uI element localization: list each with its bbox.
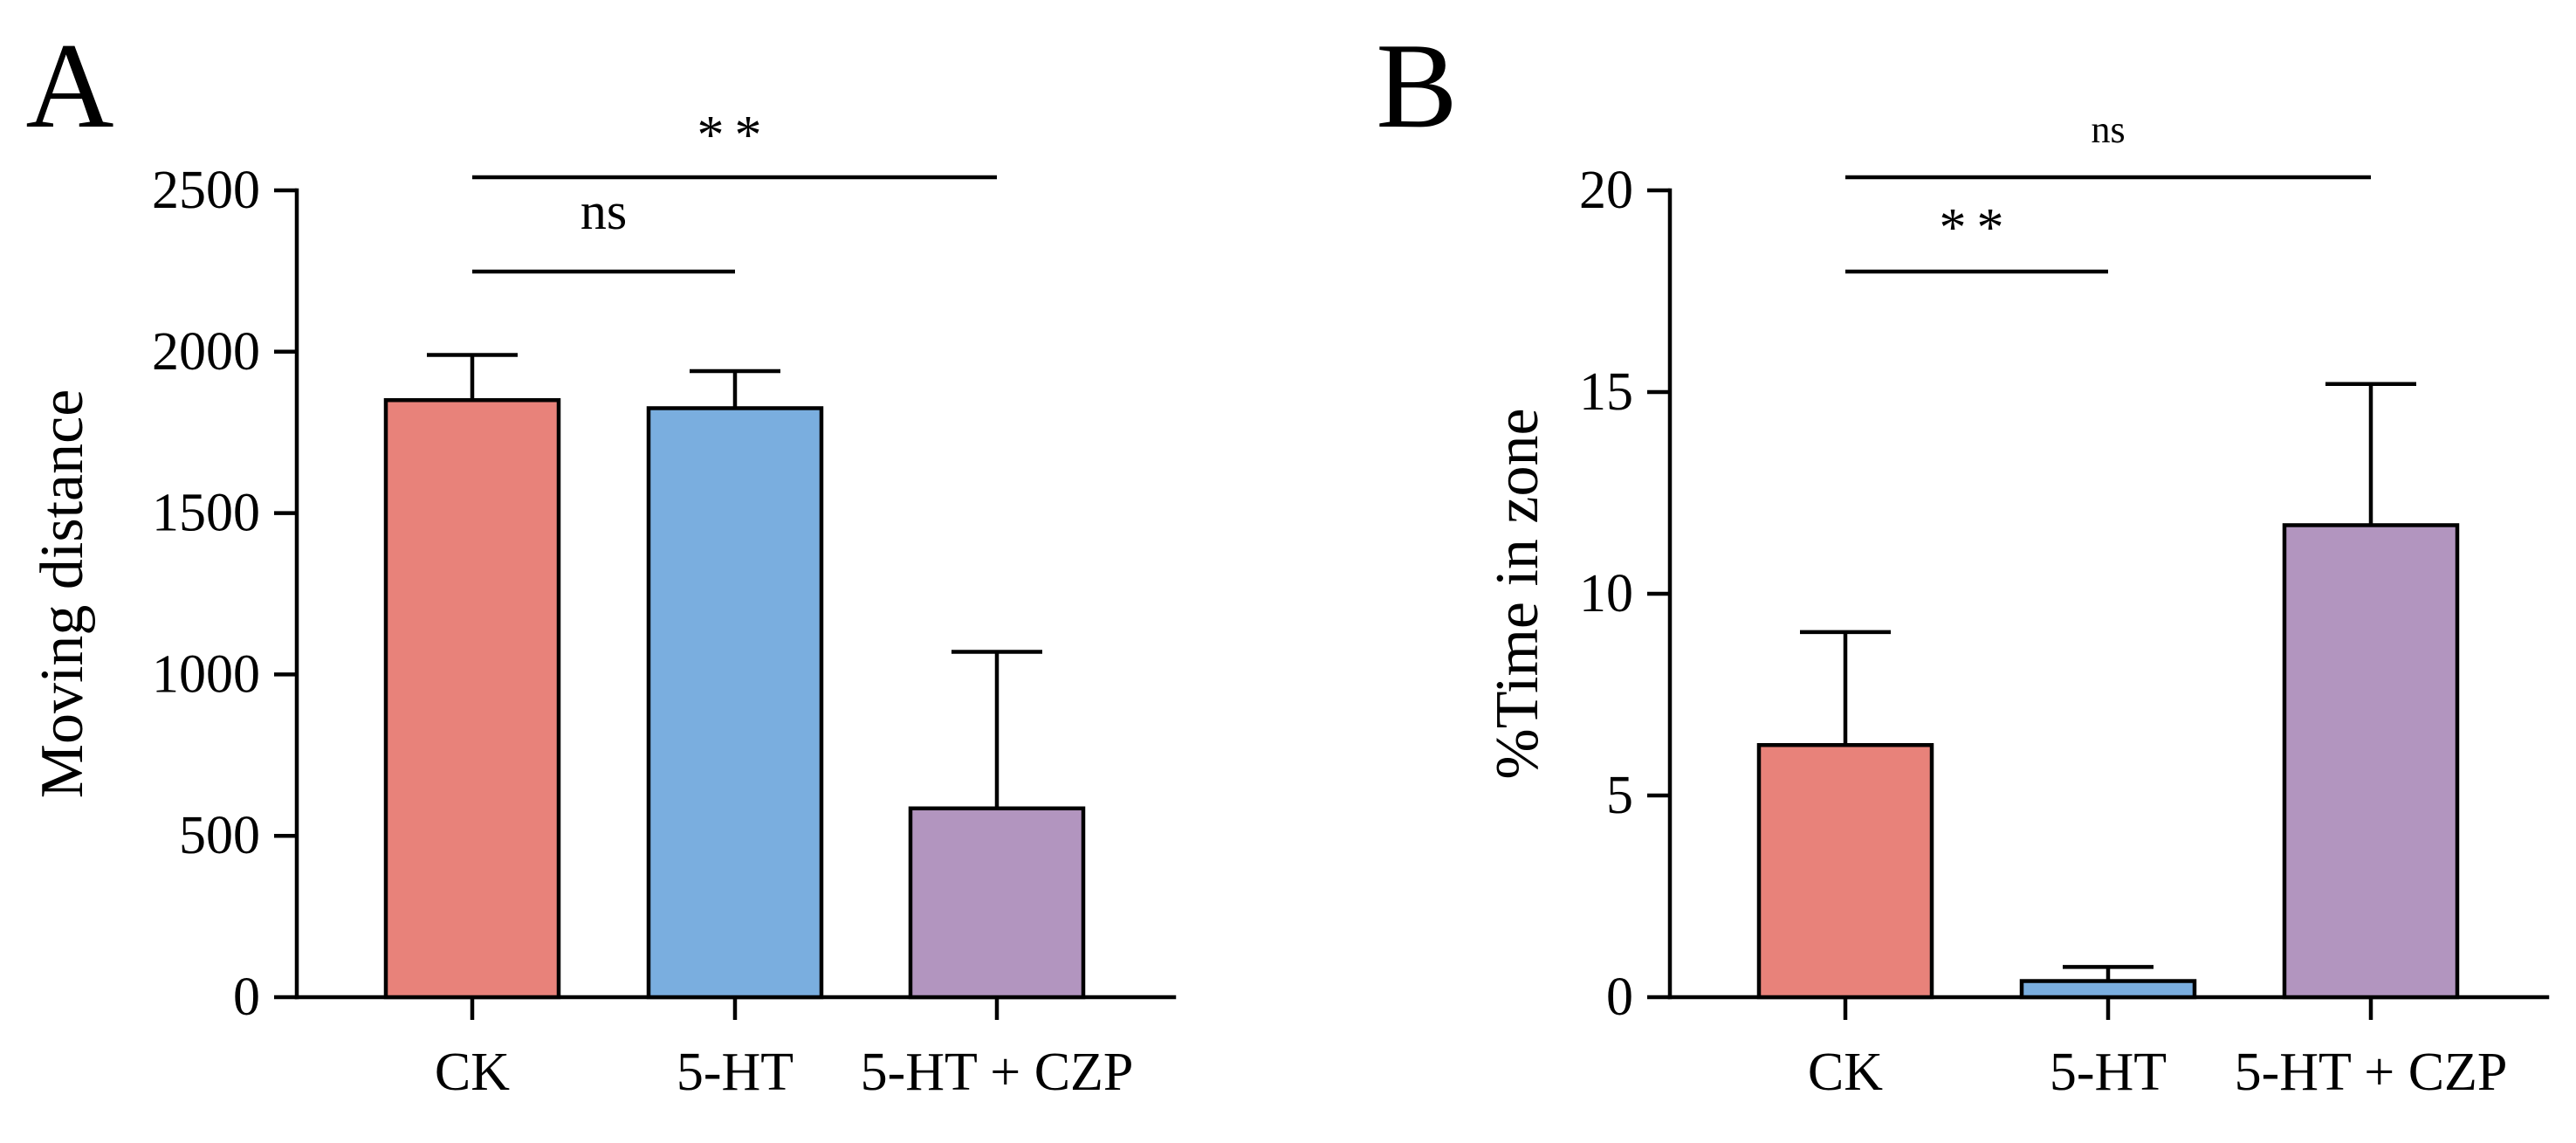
- panel-a: A Moving distance 0 500 1000 1500 2000 2500 CK 5-…: [25, 18, 1177, 1102]
- x-tick-label: 5-HT + CZP: [861, 1043, 1134, 1102]
- significance-label: ns: [580, 182, 627, 240]
- y-tick-label: 1500: [152, 484, 260, 543]
- significance-label: **: [697, 106, 773, 165]
- x-tick-label: CK: [1808, 1043, 1883, 1102]
- y-tick-label: 1000: [152, 644, 260, 704]
- y-tick-label: 2500: [152, 161, 260, 220]
- y-tick-label: 0: [233, 967, 260, 1027]
- significance-label: **: [1940, 198, 2015, 258]
- y-axis-title: %Time in zone: [1484, 408, 1551, 779]
- y-tick-label: 500: [179, 806, 260, 865]
- x-tick-label: 5-HT + CZP: [2235, 1043, 2508, 1102]
- y-tick-label: 5: [1606, 766, 1633, 825]
- y-tick-label: 10: [1579, 564, 1633, 623]
- bar: [383, 397, 561, 1000]
- y-tick-label: 20: [1579, 161, 1633, 220]
- bar: [908, 806, 1086, 1000]
- bar: [646, 406, 824, 1000]
- panel-b: B %Time in zone 0 5 10 15 20 CK 5-HT 5-HT + CZP **…: [1376, 18, 2550, 1102]
- significance-label: ns: [2091, 108, 2125, 151]
- x-tick-label: 5-HT: [2050, 1043, 2167, 1102]
- y-tick-label: 15: [1579, 362, 1633, 422]
- bar: [2019, 979, 2197, 1000]
- panel-label: B: [1376, 18, 1457, 154]
- y-tick-label: 2000: [152, 322, 260, 382]
- y-axis-title: Moving distance: [29, 389, 96, 799]
- x-tick-label: CK: [435, 1043, 510, 1102]
- panel-label: A: [25, 18, 113, 154]
- bar: [2282, 523, 2460, 1000]
- x-tick-label: 5-HT: [677, 1043, 793, 1102]
- bar: [1756, 743, 1934, 1000]
- y-tick-label: 0: [1606, 967, 1633, 1027]
